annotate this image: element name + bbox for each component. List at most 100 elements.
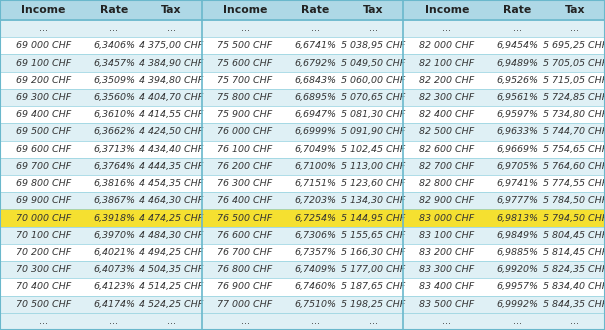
Text: 82 500 CHF: 82 500 CHF — [419, 127, 474, 136]
Text: 76 700 CHF: 76 700 CHF — [217, 248, 273, 257]
Text: ...: ... — [39, 317, 48, 326]
Text: ...: ... — [571, 317, 579, 326]
Text: Income: Income — [425, 5, 469, 15]
Text: 69 500 CHF: 69 500 CHF — [16, 127, 71, 136]
Text: 4 454,35 CHF: 4 454,35 CHF — [139, 179, 203, 188]
Text: 5 834,40 CHF: 5 834,40 CHF — [543, 282, 605, 291]
Text: 69 300 CHF: 69 300 CHF — [16, 93, 71, 102]
Text: 6,9813%: 6,9813% — [496, 214, 538, 222]
Text: 5 081,30 CHF: 5 081,30 CHF — [341, 110, 405, 119]
Text: 6,9489%: 6,9489% — [496, 58, 538, 68]
Text: 5 804,45 CHF: 5 804,45 CHF — [543, 231, 605, 240]
Text: 4 394,80 CHF: 4 394,80 CHF — [139, 76, 203, 85]
Text: ...: ... — [571, 24, 579, 33]
Text: 82 200 CHF: 82 200 CHF — [419, 76, 474, 85]
Text: 6,7409%: 6,7409% — [295, 265, 336, 274]
Text: 76 400 CHF: 76 400 CHF — [217, 196, 273, 205]
Text: 6,9597%: 6,9597% — [496, 110, 538, 119]
Text: 70 400 CHF: 70 400 CHF — [16, 282, 71, 291]
Text: 82 100 CHF: 82 100 CHF — [419, 58, 474, 68]
Text: 76 300 CHF: 76 300 CHF — [217, 179, 273, 188]
Text: 5 187,65 CHF: 5 187,65 CHF — [341, 282, 405, 291]
Text: 75 700 CHF: 75 700 CHF — [217, 76, 273, 85]
Text: 76 500 CHF: 76 500 CHF — [217, 214, 273, 222]
Bar — [0, 106, 605, 123]
Text: 5 794,50 CHF: 5 794,50 CHF — [543, 214, 605, 222]
Bar — [0, 54, 605, 72]
Text: 5 715,05 CHF: 5 715,05 CHF — [543, 76, 605, 85]
Text: 5 123,60 CHF: 5 123,60 CHF — [341, 179, 405, 188]
Bar — [0, 72, 605, 89]
Text: 4 384,90 CHF: 4 384,90 CHF — [139, 58, 203, 68]
Text: 76 800 CHF: 76 800 CHF — [217, 265, 273, 274]
Bar — [0, 123, 605, 141]
Text: 69 400 CHF: 69 400 CHF — [16, 110, 71, 119]
Text: 5 155,65 CHF: 5 155,65 CHF — [341, 231, 405, 240]
Text: 75 600 CHF: 75 600 CHF — [217, 58, 273, 68]
Text: 6,3406%: 6,3406% — [93, 41, 135, 50]
Text: 4 444,35 CHF: 4 444,35 CHF — [139, 162, 203, 171]
Text: 77 000 CHF: 77 000 CHF — [217, 300, 273, 309]
Text: 6,7049%: 6,7049% — [295, 145, 336, 154]
Text: ...: ... — [513, 24, 522, 33]
Text: 70 500 CHF: 70 500 CHF — [16, 300, 71, 309]
Text: 69 800 CHF: 69 800 CHF — [16, 179, 71, 188]
Text: 6,9526%: 6,9526% — [496, 76, 538, 85]
Text: 6,7203%: 6,7203% — [295, 196, 336, 205]
Text: 82 600 CHF: 82 600 CHF — [419, 145, 474, 154]
Text: 6,7460%: 6,7460% — [295, 282, 336, 291]
Text: 5 744,70 CHF: 5 744,70 CHF — [543, 127, 605, 136]
Text: 76 100 CHF: 76 100 CHF — [217, 145, 273, 154]
Text: 5 754,65 CHF: 5 754,65 CHF — [543, 145, 605, 154]
Text: ...: ... — [110, 317, 119, 326]
Text: 6,6741%: 6,6741% — [295, 41, 336, 50]
Text: 6,9633%: 6,9633% — [496, 127, 538, 136]
Text: 6,9777%: 6,9777% — [496, 196, 538, 205]
Text: 75 900 CHF: 75 900 CHF — [217, 110, 273, 119]
Text: 5 824,35 CHF: 5 824,35 CHF — [543, 265, 605, 274]
Text: 6,7306%: 6,7306% — [295, 231, 336, 240]
Bar — [0, 158, 605, 175]
Text: 5 134,30 CHF: 5 134,30 CHF — [341, 196, 405, 205]
Text: Income: Income — [21, 5, 65, 15]
Text: 83 100 CHF: 83 100 CHF — [419, 231, 474, 240]
Text: 6,9849%: 6,9849% — [496, 231, 538, 240]
Text: 76 600 CHF: 76 600 CHF — [217, 231, 273, 240]
Text: ...: ... — [442, 317, 451, 326]
Text: 6,9741%: 6,9741% — [496, 179, 538, 188]
Text: 5 774,55 CHF: 5 774,55 CHF — [543, 179, 605, 188]
Bar — [0, 278, 605, 296]
Text: 69 900 CHF: 69 900 CHF — [16, 196, 71, 205]
Bar — [0, 0, 605, 20]
Text: 6,9992%: 6,9992% — [496, 300, 538, 309]
Text: 6,7254%: 6,7254% — [295, 214, 336, 222]
Text: ...: ... — [167, 24, 176, 33]
Text: 6,3816%: 6,3816% — [93, 179, 135, 188]
Text: 5 198,25 CHF: 5 198,25 CHF — [341, 300, 405, 309]
Text: 4 494,25 CHF: 4 494,25 CHF — [139, 248, 203, 257]
Text: ...: ... — [167, 317, 176, 326]
Text: Rate: Rate — [503, 5, 531, 15]
Text: 83 200 CHF: 83 200 CHF — [419, 248, 474, 257]
Text: 6,9705%: 6,9705% — [496, 162, 538, 171]
Text: 6,6999%: 6,6999% — [295, 127, 336, 136]
Text: 82 900 CHF: 82 900 CHF — [419, 196, 474, 205]
Text: 69 600 CHF: 69 600 CHF — [16, 145, 71, 154]
Text: 6,7100%: 6,7100% — [295, 162, 336, 171]
Text: 4 375,00 CHF: 4 375,00 CHF — [139, 41, 203, 50]
Bar — [0, 89, 605, 106]
Text: 4 474,25 CHF: 4 474,25 CHF — [139, 214, 203, 222]
Text: 76 000 CHF: 76 000 CHF — [217, 127, 273, 136]
Text: 76 200 CHF: 76 200 CHF — [217, 162, 273, 171]
Text: 6,9920%: 6,9920% — [496, 265, 538, 274]
Text: 5 764,60 CHF: 5 764,60 CHF — [543, 162, 605, 171]
Text: 76 900 CHF: 76 900 CHF — [217, 282, 273, 291]
Text: 6,3867%: 6,3867% — [93, 196, 135, 205]
Text: 69 700 CHF: 69 700 CHF — [16, 162, 71, 171]
Text: ...: ... — [241, 317, 249, 326]
Text: 5 091,90 CHF: 5 091,90 CHF — [341, 127, 405, 136]
Text: Rate: Rate — [301, 5, 330, 15]
Text: 6,6843%: 6,6843% — [295, 76, 336, 85]
Text: 5 705,05 CHF: 5 705,05 CHF — [543, 58, 605, 68]
Text: 82 400 CHF: 82 400 CHF — [419, 110, 474, 119]
